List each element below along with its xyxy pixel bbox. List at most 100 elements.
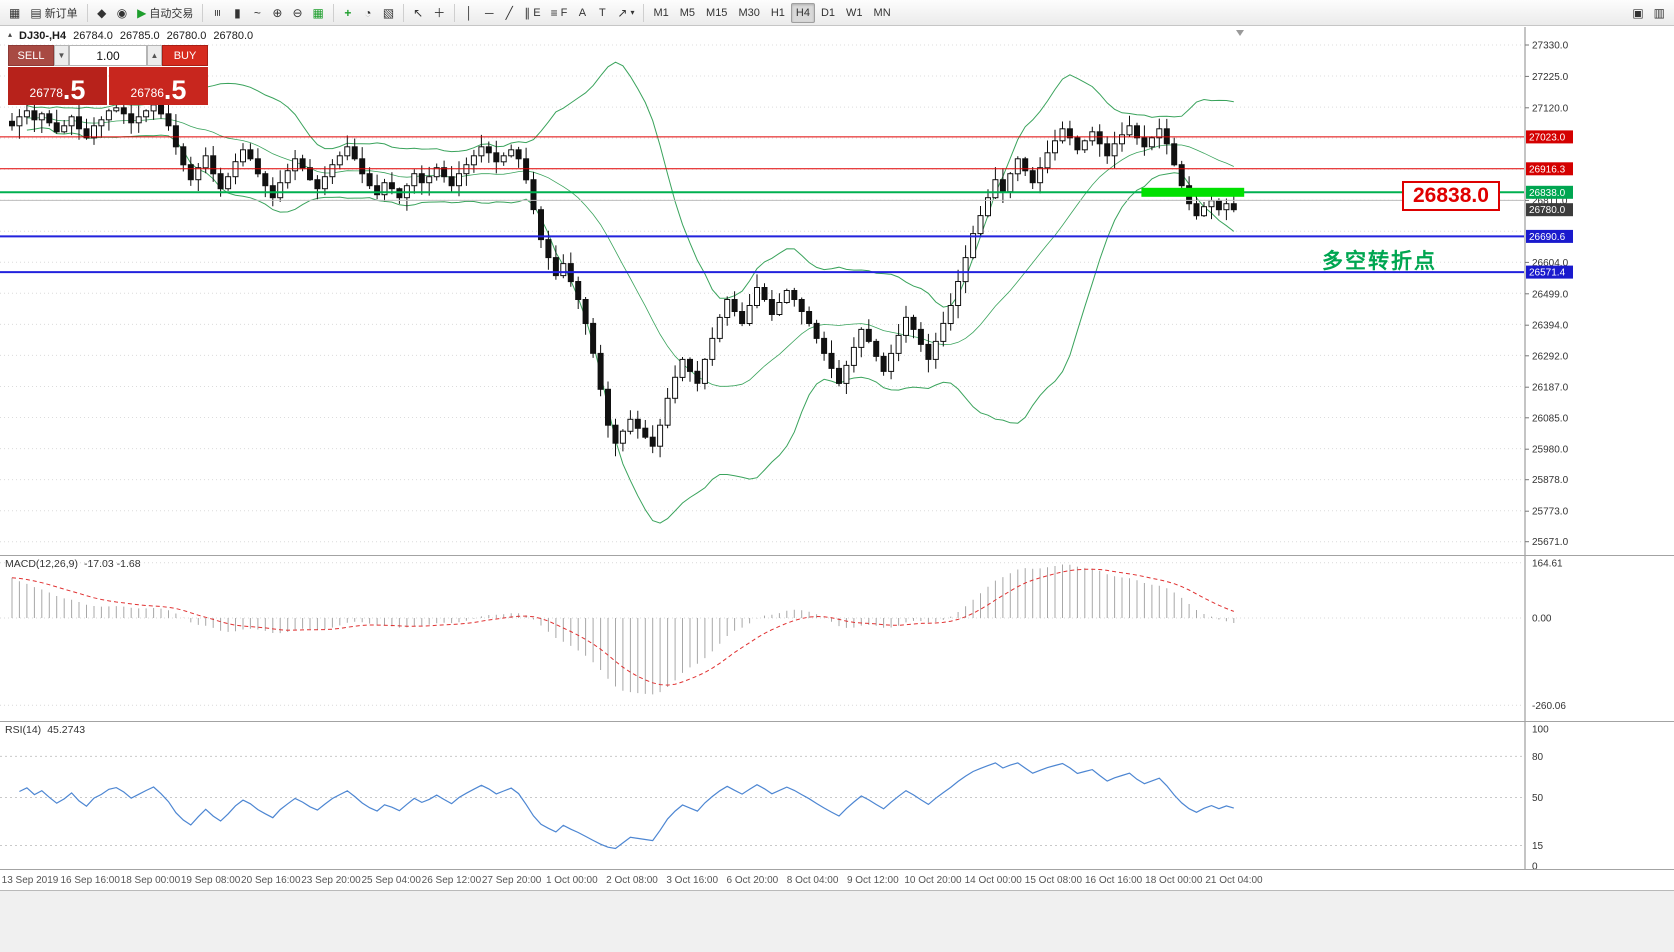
candle [299,158,306,169]
macd-panel[interactable]: 164.61 0.00 -260.06 [0,558,1566,712]
toolbar-separator [403,3,405,22]
volume-up-button[interactable]: ▲ [147,45,162,66]
price-axis-label: 25878.0 [1532,475,1569,486]
timeframe-W1[interactable]: W1 [846,6,863,19]
arrows-tool-button[interactable]: ↗ ▾ [612,3,639,23]
sell-price-main: 26778 [29,86,63,100]
candle [1052,140,1058,154]
timeframe-H1[interactable]: H1 [770,6,785,19]
toolbar-separator [454,3,456,22]
search-button[interactable]: ▣ [1627,3,1648,23]
candle [545,239,552,259]
auto-trading-button[interactable]: ▶ 自动交易 [132,3,198,23]
price-axis-badge [1526,229,1573,243]
vertical-line-icon: │ [465,5,474,20]
price-axis-label: 25671.0 [1532,537,1569,548]
highlighted-trend-segment[interactable] [1141,187,1245,197]
zoom-out-button[interactable]: ⊖ [287,3,307,23]
price-axis-label: 26499.0 [1532,289,1569,300]
date-axis[interactable]: 13 Sep 2019 16 Sep 16:00 18 Sep 00:00 19 Se… [2,875,1263,886]
timeframe-H4[interactable]: H4 [790,2,815,23]
candle [53,122,60,133]
fibonacci-label: F [560,6,568,19]
date-axis-label: 14 Oct 00:00 [965,875,1023,886]
quotes-button[interactable]: ◆ [92,3,112,23]
chart-expand-arrow[interactable]: ▴ [8,30,13,39]
fibonacci-tool-button[interactable]: ≡ F [546,3,573,23]
candle [888,352,895,372]
date-axis-label: 10 Oct 20:00 [904,875,962,886]
zoom-in-button[interactable]: ⊕ [267,3,287,23]
new-order-button[interactable]: ▤ 新订单 [25,3,82,23]
candle [858,328,865,348]
line-chart-mode-button[interactable]: ~ [247,3,267,23]
cursor-tool-button[interactable]: ↖ [408,3,428,23]
date-axis-label: 19 Sep 08:00 [181,875,241,886]
candle [336,155,343,166]
timeframe-M30[interactable]: M30 [738,6,760,19]
price-axis-label: 26394.0 [1532,321,1569,332]
indicators-button[interactable]: + [338,3,358,23]
templates-button[interactable]: ▧ [378,3,399,23]
channel-label: E [533,6,541,19]
candle [16,116,23,127]
new-chart-button[interactable]: ▦ [4,3,25,23]
candle [664,397,671,426]
candle [277,182,284,199]
toolbar-separator [332,3,334,22]
candle [687,358,693,372]
buy-button[interactable]: BUY [162,45,208,66]
candle [195,167,202,181]
key-level-lines[interactable] [0,136,1524,274]
macd-axis-label: 0.00 [1532,614,1552,625]
rsi-panel[interactable]: 100 80 50 15 0 [0,725,1549,873]
candle [731,299,738,312]
timeframe-MN[interactable]: MN [873,6,891,19]
zoom-out-icon: ⊖ [292,5,303,20]
trendline-tool-button[interactable]: ╱ [499,3,519,23]
turning-point-annotation[interactable]: 多空转折点 [1322,250,1437,273]
volume-down-button[interactable]: ▼ [54,45,69,66]
candle [1029,170,1036,184]
timeframe-M5[interactable]: M5 [679,6,696,19]
key-level-price-label[interactable]: 26838.0 [1402,181,1500,211]
candlestick-mode-button[interactable]: ▮ [227,3,247,23]
date-axis-label: 6 Oct 20:00 [727,875,779,886]
quotes-icon: ◆ [97,5,107,20]
channel-tool-button[interactable]: ∥ E [519,3,545,23]
candle [83,128,90,139]
timeframe-M1[interactable]: M1 [653,6,669,19]
volume-input[interactable] [69,45,147,66]
panel-toggle-button[interactable]: ▥ [1649,3,1670,23]
text-tool-button[interactable]: A [572,3,592,23]
timeframe-D1[interactable]: D1 [820,6,836,19]
terminal-icon: ◉ [116,5,128,20]
chart-ohlc-info: ▴ DJ30-,H4 26784.0 26785.0 26780.0 26780… [8,30,253,42]
candle [962,257,969,283]
sell-button[interactable]: SELL [8,45,54,66]
tile-windows-button[interactable]: ▦ [308,3,329,23]
candle [955,281,962,306]
crosshair-tool-button[interactable]: ＋ [428,3,450,23]
candles [9,98,1237,458]
candle [634,418,641,429]
candle [1208,200,1215,208]
candle [307,167,313,181]
price-axis-badge [1526,185,1573,199]
ohlc-open: 26784.0 [73,30,113,42]
periods-button[interactable]: ◔ [358,3,378,23]
horizontal-line-tool-button[interactable]: ─ [479,3,499,23]
sell-price-display[interactable]: 26778 .5 [8,67,107,105]
bar-chart-mode-button[interactable]: ≡ [207,3,227,23]
label-tool-button[interactable]: T [592,3,612,23]
price-axis[interactable]: 27330.0 27225.0 27120.0 26811.0 26604.0 26499… [1524,27,1573,870]
candle [880,355,887,372]
buy-price-display[interactable]: 26786 .5 [109,67,208,105]
chart-shift-marker[interactable] [1236,30,1244,36]
terminal-button[interactable]: ◉ [112,3,132,23]
vertical-line-tool-button[interactable]: │ [459,3,479,23]
timeframe-M15[interactable]: M15 [706,6,728,19]
candle [932,340,939,360]
candle [314,179,321,190]
